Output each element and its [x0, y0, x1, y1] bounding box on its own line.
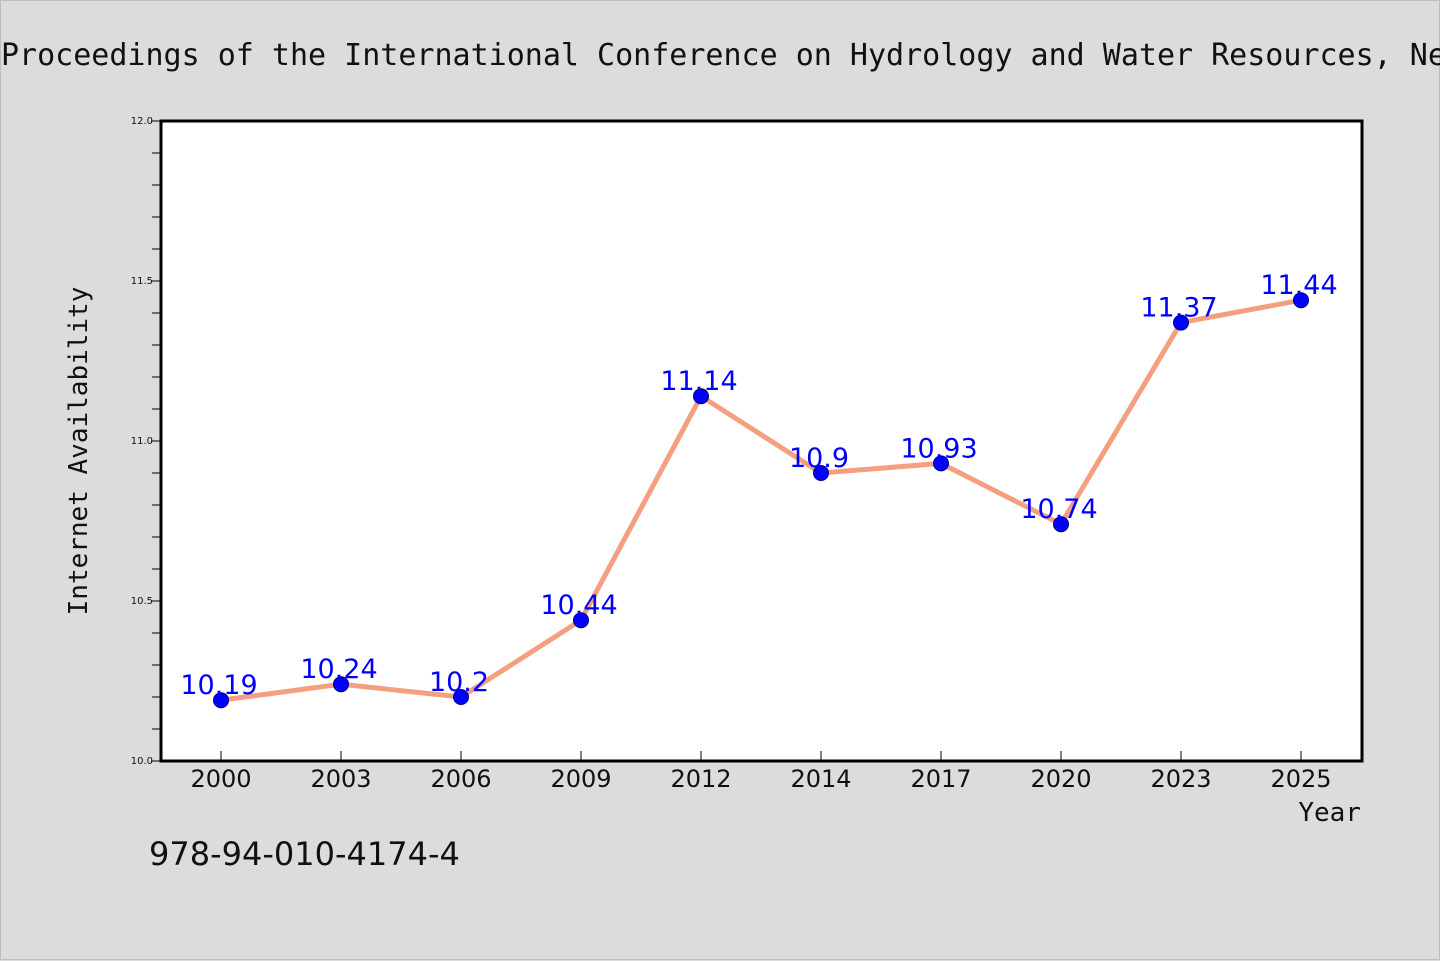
data-label: 10.2	[429, 667, 489, 698]
data-label: 11.37	[1140, 293, 1217, 324]
data-point	[1173, 314, 1189, 331]
series-markers	[213, 292, 1309, 709]
x-axis-label: Year	[1298, 798, 1361, 828]
data-point	[1293, 292, 1309, 309]
x-tick-label: 2009	[550, 765, 611, 793]
data-point	[213, 692, 229, 709]
data-point	[453, 689, 469, 705]
data-labels: 10.19 10.24 10.2 10.44 11.14 10.9 10.93 10.74 11…	[180, 270, 1337, 701]
data-label: 11.44	[1260, 270, 1337, 301]
data-label: 10.44	[540, 590, 617, 621]
x-axis-ticks: 2000 2003 2006 2009 2012 2014 2017 2020 2023 2025	[190, 751, 1332, 793]
x-tick-label: 2020	[1030, 765, 1091, 793]
data-point	[693, 388, 709, 405]
data-point	[573, 612, 589, 629]
data-label: 10.93	[900, 433, 977, 464]
x-tick-label: 2014	[790, 765, 851, 793]
x-tick-label: 2006	[430, 765, 491, 793]
y-axis-ticks: 10.0 10.5 11.0 11.5 12.0	[131, 116, 161, 767]
x-tick-label: 2012	[670, 765, 731, 793]
plot-area	[159, 119, 1364, 763]
data-point	[813, 465, 829, 481]
x-tick-label: 2000	[190, 765, 251, 793]
y-tick-label: 11.0	[131, 436, 153, 447]
data-point	[1053, 516, 1069, 533]
data-label: 10.19	[180, 670, 257, 701]
x-tick-label: 2023	[1150, 765, 1211, 793]
data-point	[333, 676, 349, 693]
x-tick-label: 2017	[910, 765, 971, 793]
footer-isbn: 978-94-010-4174-4	[149, 835, 460, 873]
data-label: 10.24	[300, 654, 377, 685]
data-label: 11.14	[660, 366, 737, 397]
data-point	[933, 455, 949, 472]
y-tick-label: 11.5	[131, 276, 153, 287]
x-tick-label: 2025	[1270, 765, 1331, 793]
y-tick-label: 12.0	[131, 116, 153, 127]
data-label: 10.74	[1020, 494, 1097, 525]
chart-title: Proceedings of the International Confere…	[1, 38, 1440, 73]
x-tick-label: 2003	[310, 765, 371, 793]
y-axis-label: Internet Availability	[64, 287, 94, 616]
data-label: 10.9	[789, 443, 849, 474]
y-tick-label: 10.0	[131, 756, 153, 767]
y-tick-label: 10.5	[131, 596, 153, 607]
series-line	[220, 297, 1302, 703]
